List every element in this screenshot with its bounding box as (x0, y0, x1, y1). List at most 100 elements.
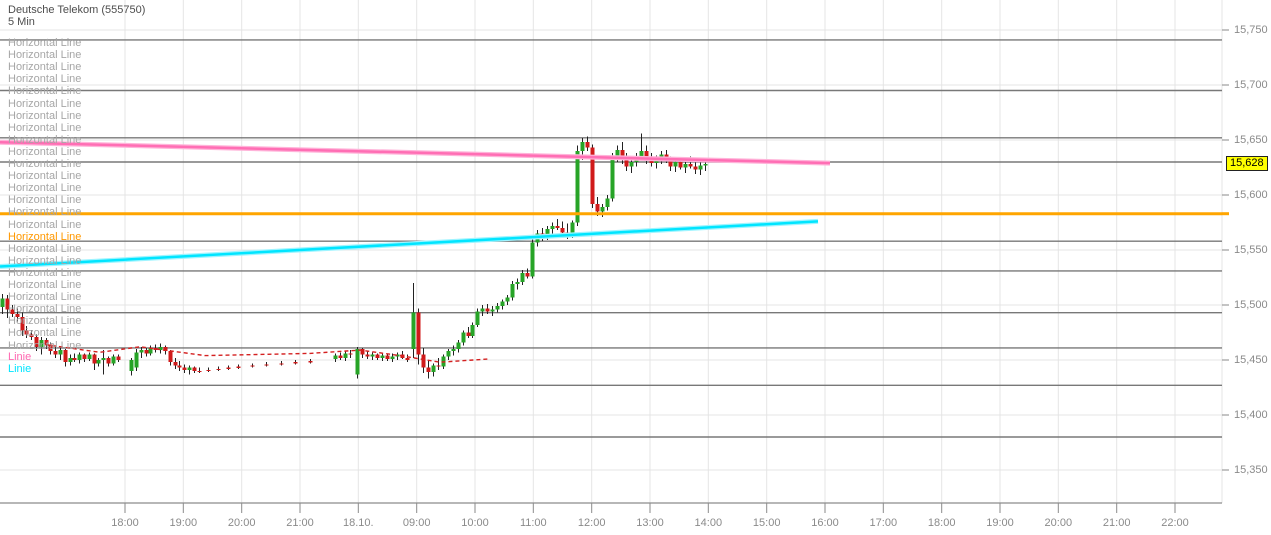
time-axis-label: 10:00 (461, 517, 489, 529)
drawing-label-horizontal-line[interactable]: Horizontal Line (8, 291, 82, 304)
candle-up (629, 162, 634, 167)
candle-up (456, 342, 461, 349)
candle-up (139, 350, 144, 353)
candle-down (426, 367, 431, 373)
candle-up (68, 357, 73, 363)
cyan-trendline-drawing[interactable] (0, 220, 819, 268)
candle-down (385, 355, 390, 359)
candle-down (649, 159, 654, 164)
candle-up (703, 164, 708, 166)
candle-up (58, 350, 63, 355)
time-axis-label: 19:00 (169, 517, 198, 529)
drawing-label-horizontal-line[interactable]: Horizontal Line (8, 61, 82, 74)
price-axis-label: 15,550 (1234, 244, 1268, 256)
drawing-label-horizontal-line[interactable]: Horizontal Line (8, 145, 82, 158)
candle-down (555, 225, 560, 228)
price-axis-label: 15,500 (1234, 299, 1268, 311)
candle-down (416, 312, 421, 355)
candle-down (116, 356, 121, 360)
candle-down (405, 357, 410, 360)
drawing-label-horizontal-line[interactable]: Horizontal Line (8, 158, 82, 170)
candle-down (206, 369, 211, 372)
drawing-label-horizontal-line[interactable]: Horizontal Line (8, 254, 82, 267)
drawing-label-horizontal-line[interactable]: Horizontal Line (8, 206, 82, 219)
candle-down (595, 203, 600, 212)
drawing-label-horizontal-line[interactable]: Horizontal Line (8, 218, 82, 231)
candle-up (600, 207, 605, 212)
candle-down (585, 142, 590, 148)
candle-up (550, 225, 555, 230)
drawing-label-horizontal-line[interactable]: Horizontal Line (8, 315, 82, 328)
candle-down (678, 162, 683, 168)
candle-down (92, 354, 97, 364)
time-axis-label: 19:00 (986, 517, 1014, 529)
candle-up (343, 353, 348, 358)
candle-up (355, 349, 360, 375)
drawing-label-horizontal-line[interactable]: Horizontal Line (8, 97, 82, 110)
drawing-label-horizontal-line[interactable]: Horizontal Line (8, 194, 82, 207)
price-axis-label: 15,700 (1234, 79, 1268, 91)
time-axis-label: 20:00 (227, 517, 256, 529)
candle-down (338, 355, 343, 358)
candle-up (490, 309, 495, 312)
time-axis-label: 18.10. (343, 517, 374, 529)
candle-down (106, 357, 111, 364)
candle-down (197, 371, 202, 373)
candle-up (698, 165, 703, 170)
drawing-label-horizontal-line[interactable]: Horizontal Line (8, 242, 82, 255)
drawing-label-horizontal-line[interactable]: Horizontal Line (8, 133, 82, 146)
candle-down (688, 164, 693, 167)
candle-up (580, 142, 585, 151)
time-axis-label: 21:00 (286, 517, 314, 529)
drawing-label-horizontal-line[interactable]: Horizontal Line (8, 109, 82, 122)
time-axis-label: 11:00 (519, 517, 547, 529)
drawing-label-horizontal-line[interactable]: Horizontal Line (8, 230, 82, 243)
candle-up (148, 347, 153, 354)
candle-down (192, 367, 197, 371)
candle-down (590, 147, 595, 204)
drawing-label-horizontal-line[interactable]: Horizontal Line (8, 121, 82, 134)
chart-timeframe: 5 Min (8, 16, 35, 28)
price-axis-label: 15,400 (1234, 409, 1268, 421)
drawing-label-horizontal-line[interactable]: Horizontal Line (8, 37, 82, 49)
candle-up (673, 162, 678, 167)
time-axis-label: 14:00 (694, 517, 723, 529)
time-axis-label: 17:00 (869, 517, 898, 529)
drawing-label-horizontal-line[interactable]: Horizontal Line (8, 279, 82, 291)
drawing-label-horizontal-line[interactable]: Horizontal Line (8, 73, 82, 86)
candle-down (53, 351, 58, 355)
drawing-label-horizontal-line[interactable]: Horizontal Line (8, 49, 82, 62)
drawing-label-horizontal-line[interactable]: Horizontal Line (8, 182, 82, 195)
candle-down (29, 334, 34, 337)
drawing-label-horizontal-line[interactable]: Horizontal Line (8, 303, 82, 316)
candle-down (250, 365, 255, 367)
candle-up (683, 164, 688, 168)
candle-up (654, 159, 659, 164)
candle-up (470, 324, 475, 336)
candle-up (101, 357, 106, 360)
drawing-label-horizontal-line[interactable]: Horizontal Line (8, 327, 82, 340)
candle-up (605, 198, 610, 208)
pink-trendline-drawing[interactable] (0, 140, 831, 165)
price-axis-label: 15,350 (1234, 464, 1268, 476)
candle-up (134, 352, 139, 368)
candle-up (615, 149, 620, 158)
candle-down (24, 330, 29, 335)
candle-up (510, 284, 515, 298)
drawing-label-linie[interactable]: Linie (8, 351, 32, 363)
drawing-label-horizontal-line[interactable]: Horizontal Line (8, 85, 82, 98)
candle-up (411, 312, 416, 349)
candle-down (20, 317, 25, 331)
drawing-label-linie[interactable]: Linie (8, 363, 32, 375)
red-dashed-line-drawing[interactable] (44, 343, 491, 363)
drawing-label-horizontal-line[interactable]: Horizontal Line (8, 170, 82, 183)
drawing-label-horizontal-line[interactable]: Horizontal Line (8, 266, 82, 279)
candle-down (693, 166, 698, 170)
candle-down (560, 228, 565, 233)
time-axis-label: 09:00 (402, 517, 431, 529)
candle-up (111, 356, 116, 364)
drawing-label-horizontal-line[interactable]: Horizontal Line (8, 339, 82, 352)
time-axis-label: 13:00 (636, 517, 664, 529)
